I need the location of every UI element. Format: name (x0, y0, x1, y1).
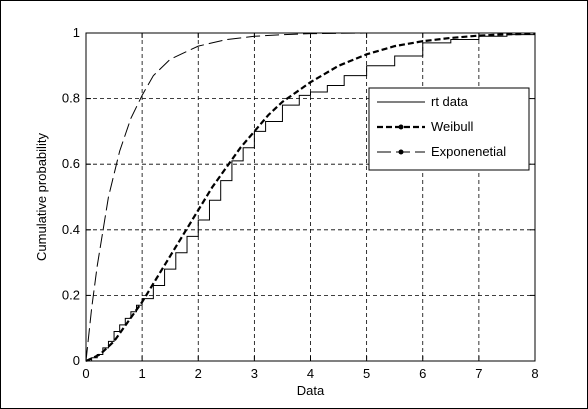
x-tick-label: 7 (475, 366, 482, 381)
x-axis-label: Data (297, 383, 325, 398)
legend-label-2: Exponenetial (431, 144, 506, 159)
legend: rt data Weibull Exponenetial (369, 88, 529, 170)
legend-marker-2 (399, 150, 404, 155)
legend-marker-1 (399, 125, 404, 130)
y-tick-label: 0 (73, 353, 80, 368)
legend-label-0: rt data (431, 94, 469, 109)
y-tick-label: 0.2 (62, 287, 80, 302)
x-tick-label: 8 (531, 366, 538, 381)
y-tick-label: 0.8 (62, 91, 80, 106)
y-axis-label: Cumulative probability (34, 133, 49, 261)
x-tick-label: 6 (419, 366, 426, 381)
y-tick-label: 0.4 (62, 222, 80, 237)
x-tick-label: 5 (363, 366, 370, 381)
y-tick-label: 0.6 (62, 156, 80, 171)
x-tick-label: 3 (251, 366, 258, 381)
axis-ticks: 0 1 2 3 4 5 6 7 8 0 0.2 0.4 0.6 0.8 1 (62, 25, 539, 381)
x-tick-label: 4 (307, 366, 314, 381)
x-tick-label: 0 (82, 366, 89, 381)
x-tick-label: 1 (139, 366, 146, 381)
legend-label-1: Weibull (431, 119, 474, 134)
y-tick-label: 1 (73, 25, 80, 40)
x-tick-label: 2 (195, 366, 202, 381)
